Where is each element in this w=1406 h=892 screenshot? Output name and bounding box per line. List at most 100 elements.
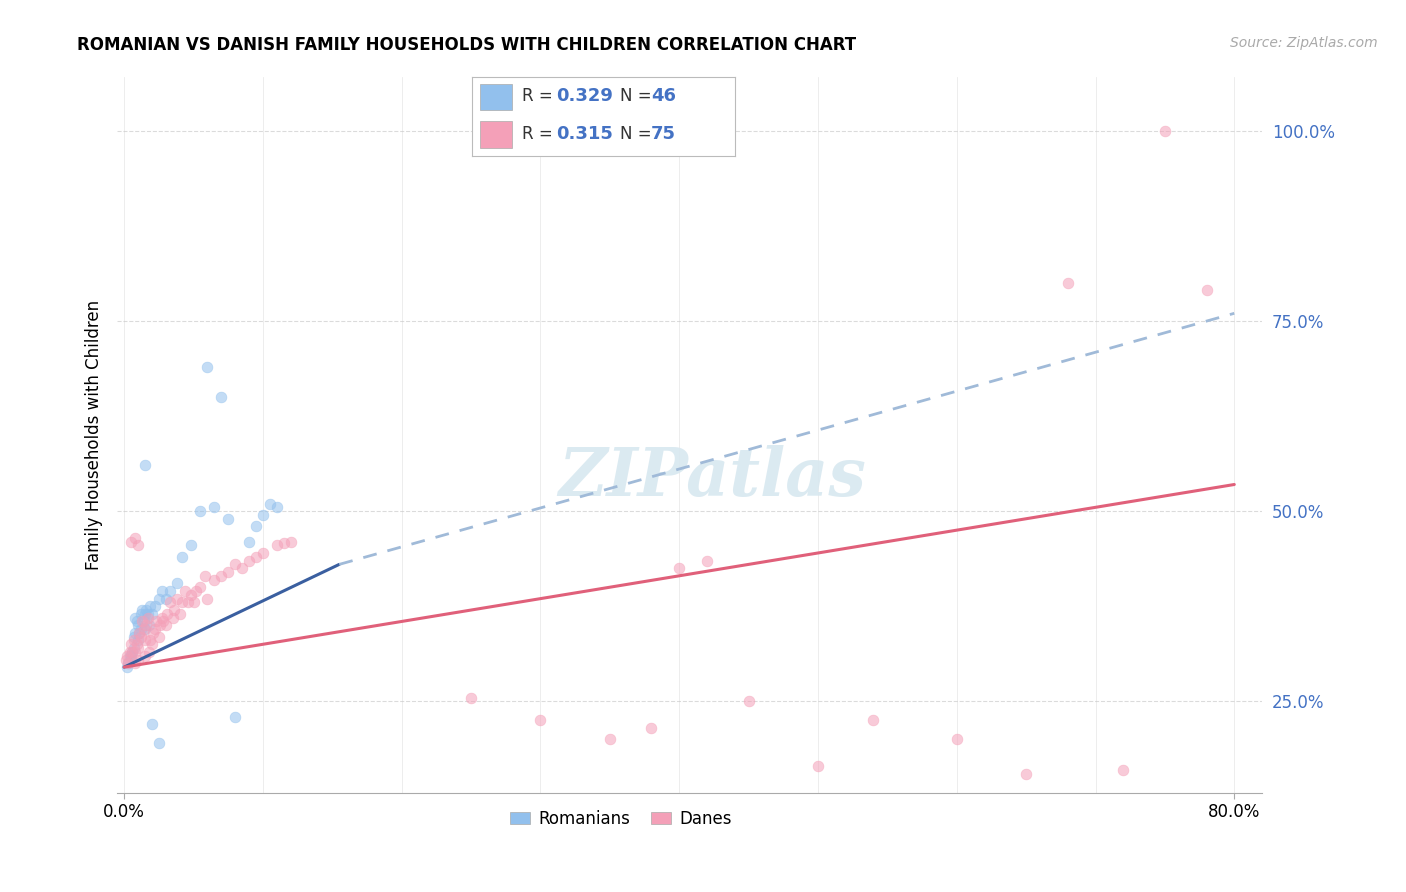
Point	[124, 657, 146, 671]
Point	[118, 645, 141, 659]
Point	[148, 591, 170, 606]
Point	[224, 558, 246, 572]
Point	[129, 622, 152, 636]
Point	[134, 622, 156, 636]
Point	[1154, 124, 1177, 138]
Point	[696, 553, 718, 567]
Point	[127, 652, 149, 666]
Point	[460, 690, 482, 705]
Point	[180, 588, 202, 602]
Point	[141, 717, 163, 731]
Point	[145, 615, 167, 629]
Point	[149, 618, 172, 632]
Point	[115, 648, 138, 663]
Point	[266, 538, 288, 552]
Point	[807, 759, 830, 773]
Point	[122, 633, 145, 648]
Point	[129, 607, 152, 621]
Point	[117, 657, 139, 671]
Point	[124, 625, 146, 640]
Point	[194, 569, 217, 583]
Point	[217, 512, 239, 526]
Point	[180, 538, 202, 552]
Point	[141, 637, 163, 651]
Point	[1195, 284, 1218, 298]
Point	[156, 607, 179, 621]
Point	[139, 633, 162, 648]
Point	[159, 584, 181, 599]
Point	[122, 641, 145, 656]
Text: ZIPatlas: ZIPatlas	[558, 445, 866, 510]
Point	[125, 637, 148, 651]
Point	[155, 591, 177, 606]
Point	[136, 610, 159, 624]
Point	[252, 508, 274, 522]
Point	[148, 630, 170, 644]
Point	[190, 504, 212, 518]
Point	[136, 607, 159, 621]
Point	[183, 595, 205, 609]
Point	[125, 615, 148, 629]
Point	[127, 618, 149, 632]
Point	[152, 615, 174, 629]
Point	[169, 607, 191, 621]
Point	[238, 553, 260, 567]
Point	[121, 645, 143, 659]
Point	[668, 561, 690, 575]
Point	[186, 584, 208, 599]
Point	[139, 599, 162, 614]
Point	[120, 648, 142, 663]
Point	[737, 694, 759, 708]
Point	[142, 625, 165, 640]
Point	[209, 390, 232, 404]
Point	[134, 458, 156, 473]
Point	[134, 607, 156, 621]
Point	[118, 648, 141, 663]
Point	[127, 538, 149, 552]
Point	[862, 714, 884, 728]
Point	[231, 561, 253, 575]
Point	[124, 610, 146, 624]
Point	[197, 359, 219, 374]
Point	[529, 714, 551, 728]
Point	[224, 709, 246, 723]
Point	[128, 625, 150, 640]
Point	[143, 622, 166, 636]
Point	[127, 641, 149, 656]
Point	[114, 652, 136, 666]
Point	[172, 595, 194, 609]
Point	[120, 637, 142, 651]
Legend: Romanians, Danes: Romanians, Danes	[503, 803, 738, 834]
Point	[115, 660, 138, 674]
Point	[162, 610, 184, 624]
Point	[177, 595, 200, 609]
Point	[209, 569, 232, 583]
Point	[640, 721, 662, 735]
Point	[172, 549, 194, 564]
Point	[280, 534, 302, 549]
Point	[166, 591, 188, 606]
Point	[150, 610, 173, 624]
Point	[134, 633, 156, 648]
Point	[138, 645, 160, 659]
Point	[132, 622, 155, 636]
Point	[129, 630, 152, 644]
Point	[134, 648, 156, 663]
Point	[252, 546, 274, 560]
Point	[141, 607, 163, 621]
Point	[1112, 763, 1135, 777]
Point	[159, 595, 181, 609]
Point	[122, 630, 145, 644]
Point	[245, 519, 267, 533]
Point	[143, 599, 166, 614]
Point	[155, 618, 177, 632]
Point	[259, 496, 281, 510]
Point	[190, 580, 212, 594]
Point	[217, 565, 239, 579]
Point	[124, 531, 146, 545]
Point	[1015, 766, 1038, 780]
Text: ROMANIAN VS DANISH FAMILY HOUSEHOLDS WITH CHILDREN CORRELATION CHART: ROMANIAN VS DANISH FAMILY HOUSEHOLDS WIT…	[77, 36, 856, 54]
Point	[117, 657, 139, 671]
Point	[599, 732, 621, 747]
Point	[197, 591, 219, 606]
